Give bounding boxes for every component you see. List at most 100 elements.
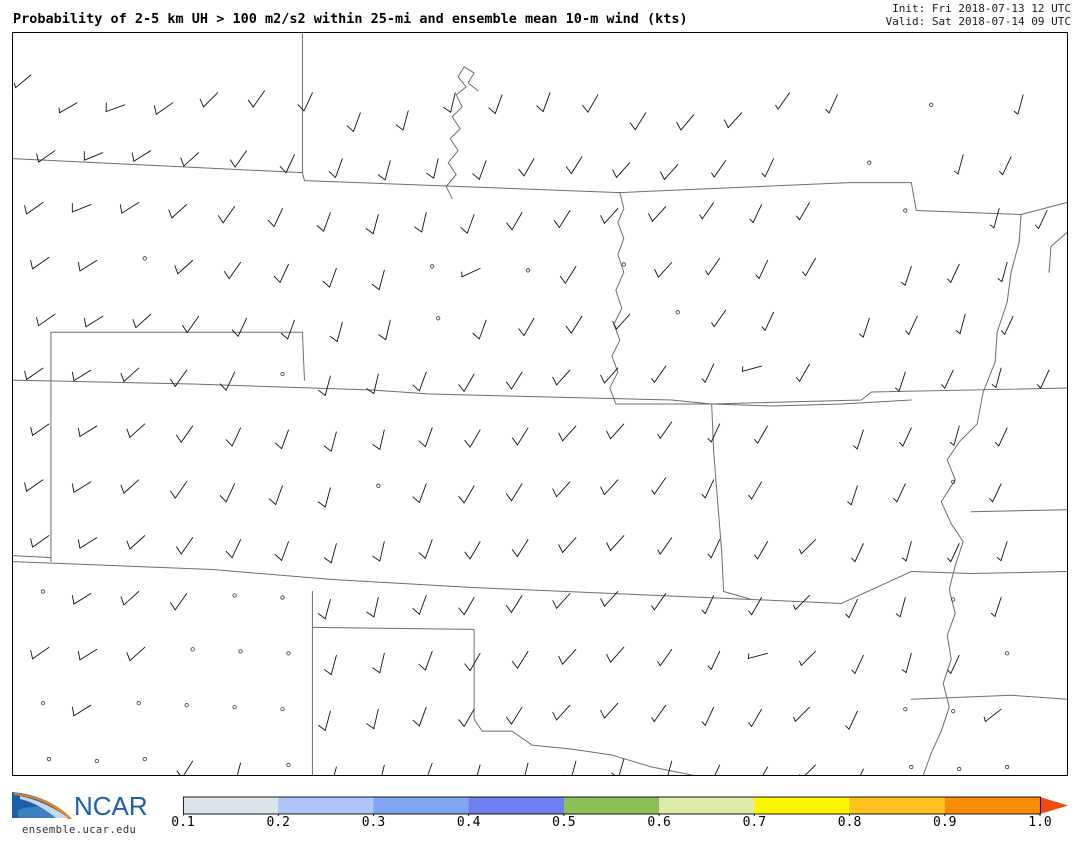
wind-barb xyxy=(518,158,535,177)
wind-barb xyxy=(1013,94,1024,115)
wind-barb xyxy=(762,766,769,775)
wind-barb xyxy=(612,162,631,178)
wind-barb xyxy=(511,539,529,557)
wind-barb xyxy=(170,593,188,611)
calm-wind-marker xyxy=(1005,764,1010,770)
colorbar-segment xyxy=(183,797,279,814)
wind-barb xyxy=(436,316,441,321)
wind-barb xyxy=(322,267,337,288)
wind-barb xyxy=(714,764,721,775)
wind-barb xyxy=(859,317,870,338)
wind-barb xyxy=(280,595,285,600)
wind-barb xyxy=(621,262,626,267)
wind-barb xyxy=(1005,651,1010,656)
wind-barb xyxy=(747,652,769,659)
wind-barb xyxy=(176,425,194,443)
colorbar-tick-label: 0.3 xyxy=(361,815,386,830)
wind-barb xyxy=(1034,210,1048,230)
calm-wind-marker xyxy=(280,595,285,600)
wind-barb xyxy=(190,647,195,652)
wind-barb xyxy=(472,319,487,340)
wind-barb xyxy=(333,766,337,775)
wind-barb xyxy=(651,593,667,611)
colorbar-tick-labels: 0.1 0.2 0.3 0.4 0.5 0.6 0.7 0.8 0.9 1.0 xyxy=(171,815,1068,835)
wind-barb xyxy=(711,309,727,328)
wind-barb xyxy=(71,704,92,717)
wind-barb xyxy=(998,156,1012,176)
calm-wind-marker xyxy=(903,208,908,213)
calm-wind-marker xyxy=(40,589,46,594)
wind-barb xyxy=(170,481,188,499)
wind-barb xyxy=(238,649,243,654)
wind-barb xyxy=(995,427,1008,447)
wind-barb xyxy=(461,267,481,278)
wind-barb xyxy=(951,709,956,714)
calm-wind-marker xyxy=(951,597,956,602)
wind-barb xyxy=(558,425,577,442)
wind-barb xyxy=(701,363,715,383)
colorbar-swatches xyxy=(183,796,1068,816)
wind-barb xyxy=(947,543,960,563)
wind-barb xyxy=(505,595,523,613)
wind-barb xyxy=(582,94,599,113)
wind-barb xyxy=(126,423,146,438)
wind-barb xyxy=(899,427,912,447)
wind-barb xyxy=(430,264,435,269)
colorbar-tick-label: 0.8 xyxy=(837,815,862,830)
calm-wind-marker xyxy=(951,479,956,484)
wind-barb xyxy=(699,202,715,220)
wind-barb xyxy=(654,261,673,278)
wind-barb xyxy=(443,92,456,113)
wind-barb xyxy=(267,208,283,228)
wind-barb xyxy=(366,597,379,618)
wind-barb xyxy=(802,257,816,277)
wind-barb xyxy=(799,539,816,555)
forecast-timestamps: Init: Fri 2018-07-13 12 UTC Valid: Sat 2… xyxy=(886,2,1071,28)
ncar-logo-mark: NCAR xyxy=(12,791,148,821)
wind-barb xyxy=(793,595,810,611)
wind-barb xyxy=(505,371,523,390)
wind-barb xyxy=(153,102,174,115)
colorbar-tick-label: 0.4 xyxy=(456,815,481,830)
calm-wind-marker xyxy=(286,651,291,656)
wind-barb xyxy=(903,208,908,213)
wind-barb xyxy=(232,705,237,710)
calm-wind-marker xyxy=(184,703,189,708)
wind-barb xyxy=(13,74,32,89)
wind-barb xyxy=(381,764,385,775)
wind-barb xyxy=(316,212,331,232)
colorbar-segment xyxy=(944,797,1041,814)
wind-barb xyxy=(1000,315,1014,335)
wind-barb xyxy=(142,756,147,762)
wind-barb xyxy=(651,704,667,722)
wind-barb xyxy=(126,646,146,662)
wind-barb xyxy=(136,701,141,706)
wind-barb xyxy=(40,589,46,594)
wind-barb xyxy=(847,485,858,506)
wind-barb xyxy=(845,599,858,618)
wind-barb xyxy=(365,214,379,235)
wind-barb xyxy=(505,483,523,502)
wind-barb xyxy=(565,156,583,175)
wind-barb xyxy=(372,429,385,450)
wind-barb xyxy=(366,373,379,394)
wind-barb xyxy=(755,259,769,279)
wind-barb xyxy=(36,150,56,163)
wind-barb xyxy=(414,212,427,233)
wind-barb xyxy=(464,429,481,448)
calm-wind-marker xyxy=(280,371,285,377)
colorbar-segment xyxy=(659,797,755,814)
wind-barb xyxy=(372,652,385,674)
colorbar-tick-label: 0.6 xyxy=(647,815,671,830)
init-time: Init: Fri 2018-07-13 12 UTC xyxy=(892,2,1071,15)
wind-barb xyxy=(268,485,283,505)
wind-barb xyxy=(748,708,763,727)
wind-barb xyxy=(612,313,631,330)
wind-barb xyxy=(418,427,433,448)
wind-barb xyxy=(412,706,427,727)
wind-barb xyxy=(317,710,331,731)
wind-barb xyxy=(552,481,571,498)
wind-barb xyxy=(648,206,667,222)
wind-barb xyxy=(724,112,743,129)
wind-barb xyxy=(223,261,242,280)
